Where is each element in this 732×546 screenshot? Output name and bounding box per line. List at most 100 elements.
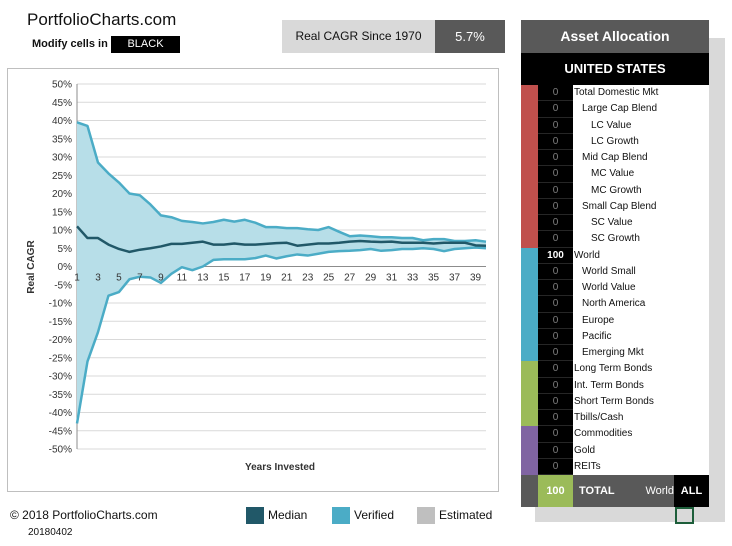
y-tick-label: 5% [58, 244, 73, 255]
allocation-group-bar [521, 345, 538, 362]
allocation-row: 100 World [521, 247, 709, 264]
allocation-percent-input[interactable]: 0 [538, 426, 573, 443]
allocation-percent-input[interactable]: 0 [538, 231, 573, 248]
allocation-percent-input[interactable]: 0 [538, 361, 573, 378]
allocation-percent-input[interactable]: 0 [538, 101, 573, 118]
allocation-percent-input[interactable]: 0 [538, 198, 573, 215]
version-date: 20180402 [28, 527, 73, 538]
allocation-percent-input[interactable]: 0 [538, 296, 573, 313]
allocation-percent-input[interactable]: 0 [538, 410, 573, 427]
allocation-group-bar [521, 166, 538, 183]
y-axis-label: Real CAGR [26, 240, 37, 294]
toggle-checkbox[interactable] [675, 507, 694, 524]
allocation-row: 0 North America [521, 296, 709, 313]
x-tick-label: 3 [95, 273, 101, 284]
allocation-percent-input[interactable]: 0 [538, 345, 573, 362]
allocation-percent-input[interactable]: 0 [538, 393, 573, 410]
legend-verified-label: Verified [354, 508, 395, 522]
allocation-percent-input[interactable]: 0 [538, 312, 573, 329]
allocation-asset-label: SC Growth [591, 233, 640, 245]
allocation-group-bar [521, 410, 538, 427]
allocation-group-bar [521, 361, 538, 378]
y-tick-label: 10% [52, 226, 72, 237]
allocation-percent-input[interactable]: 0 [538, 182, 573, 199]
allocation-group-bar [521, 458, 538, 475]
allocation-percent-input[interactable]: 0 [538, 377, 573, 394]
y-tick-label: -50% [49, 445, 72, 456]
allocation-group-bar [521, 215, 538, 232]
all-button[interactable]: ALL [674, 475, 709, 507]
allocation-percent-input[interactable]: 100 [538, 247, 573, 264]
y-tick-label: -25% [49, 353, 72, 364]
range-area [77, 122, 486, 424]
legend-estimated-label: Estimated [439, 508, 493, 522]
allocation-asset-label: Europe [582, 314, 615, 326]
legend-median-label: Median [268, 508, 308, 522]
allocation-percent-input[interactable]: 0 [538, 150, 573, 167]
allocation-group-bar [521, 328, 538, 345]
legend-median-swatch [246, 506, 264, 524]
x-axis-label: Years Invested [245, 462, 315, 473]
allocation-group-bar [521, 393, 538, 410]
allocation-percent-input[interactable]: 0 [538, 133, 573, 150]
chart-range-area [77, 122, 486, 424]
allocation-percent-input[interactable]: 0 [538, 458, 573, 475]
allocation-row: 0 Short Term Bonds [521, 393, 709, 410]
allocation-percent-input[interactable]: 0 [538, 328, 573, 345]
allocation-asset-label: Tbills/Cash [574, 412, 624, 423]
x-tick-label: 15 [218, 273, 230, 284]
allocation-asset-label: Emerging Mkt [582, 347, 644, 358]
x-tick-label: 11 [177, 273, 188, 284]
y-tick-label: 45% [52, 98, 72, 109]
x-tick-label: 39 [470, 273, 482, 284]
country-selector[interactable]: UNITED STATES [521, 53, 709, 85]
allocation-row: 0 Long Term Bonds [521, 361, 709, 378]
allocation-group-bar [521, 296, 538, 313]
modify-hint-color: BLACK [111, 36, 180, 53]
allocation-group-bar [521, 101, 538, 118]
allocation-percent-input[interactable]: 0 [538, 263, 573, 280]
y-tick-label: -35% [49, 390, 72, 401]
allocation-group-bar [521, 150, 538, 167]
allocation-asset-label: LC Value [591, 119, 632, 131]
x-tick-label: 9 [158, 273, 164, 284]
x-tick-label: 33 [407, 273, 419, 284]
allocation-asset-label: Pacific [582, 330, 612, 342]
x-tick-label: 1 [74, 273, 80, 284]
allocation-row: 0 SC Value [521, 215, 709, 232]
y-tick-label: -40% [49, 408, 72, 419]
allocation-asset-label: Short Term Bonds [574, 395, 654, 407]
chart-lines [75, 121, 487, 424]
x-axis-ticks: 1 3 5 7 9 11 13 15 17 19 21 23 25 27 29 31 33 35 37 39 [74, 273, 481, 284]
allocation-percent-input[interactable]: 0 [538, 85, 573, 102]
allocation-row: 0 Pacific [521, 328, 709, 345]
allocation-percent-input[interactable]: 0 [538, 280, 573, 297]
allocation-percent-input[interactable]: 0 [538, 442, 573, 459]
y-tick-label: 35% [52, 134, 72, 145]
allocation-percent-input[interactable]: 0 [538, 166, 573, 183]
allocation-row: 0 Int. Term Bonds [521, 377, 709, 394]
allocation-asset-label: Int. Term Bonds [574, 379, 644, 391]
allocation-group-bar [521, 426, 538, 443]
allocation-row: 0 SC Growth [521, 231, 709, 248]
y-tick-label: -10% [49, 299, 72, 310]
chart-container: 50% 45% 40% 35% 30% 25% 20% 15% 10% 5% 0% -5% -10% -1… [7, 68, 499, 492]
total-country: World [645, 485, 674, 497]
allocation-group-bar [521, 280, 538, 297]
x-tick-label: 31 [386, 273, 398, 284]
allocation-percent-input[interactable]: 0 [538, 117, 573, 134]
allocation-row: 0 LC Growth [521, 133, 709, 150]
allocation-row: 0 Commodities [521, 426, 709, 443]
y-tick-label: 0% [58, 262, 73, 273]
x-tick-label: 5 [116, 273, 122, 284]
allocation-row: 0 Mid Cap Blend [521, 150, 709, 167]
allocation-asset-label: Large Cap Blend [582, 103, 658, 115]
allocation-percent-input[interactable]: 0 [538, 215, 573, 232]
allocation-row: 0 Total Domestic Mkt [521, 85, 709, 102]
x-tick-label: 19 [260, 273, 272, 284]
allocation-asset-label: REITs [574, 460, 601, 472]
x-tick-label: 7 [137, 273, 143, 284]
allocation-group-bar [521, 247, 538, 264]
legend-median: Median [246, 506, 307, 524]
